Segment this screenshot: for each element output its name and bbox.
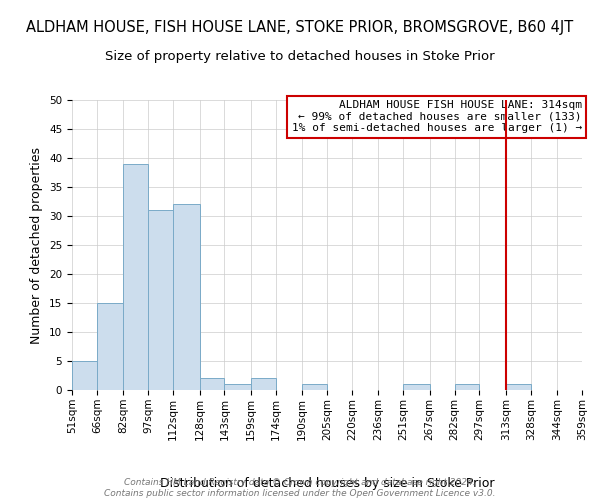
- Y-axis label: Number of detached properties: Number of detached properties: [31, 146, 43, 344]
- Bar: [173, 204, 199, 390]
- Text: ALDHAM HOUSE, FISH HOUSE LANE, STOKE PRIOR, BROMSGROVE, B60 4JT: ALDHAM HOUSE, FISH HOUSE LANE, STOKE PRI…: [26, 20, 574, 35]
- Text: ALDHAM HOUSE FISH HOUSE LANE: 314sqm
← 99% of detached houses are smaller (133)
: ALDHAM HOUSE FISH HOUSE LANE: 314sqm ← 9…: [292, 100, 582, 133]
- Bar: [251, 378, 275, 390]
- Text: Contains HM Land Registry data © Crown copyright and database right 2024.
Contai: Contains HM Land Registry data © Crown c…: [104, 478, 496, 498]
- Bar: [506, 384, 530, 390]
- Bar: [124, 164, 148, 390]
- Bar: [72, 361, 97, 390]
- Bar: [403, 384, 430, 390]
- Bar: [148, 210, 173, 390]
- Bar: [455, 384, 479, 390]
- Bar: [97, 303, 124, 390]
- Bar: [224, 384, 251, 390]
- Text: Distribution of detached houses by size in Stoke Prior: Distribution of detached houses by size …: [160, 477, 494, 490]
- Bar: [302, 384, 327, 390]
- Bar: [199, 378, 224, 390]
- Text: Size of property relative to detached houses in Stoke Prior: Size of property relative to detached ho…: [105, 50, 495, 63]
